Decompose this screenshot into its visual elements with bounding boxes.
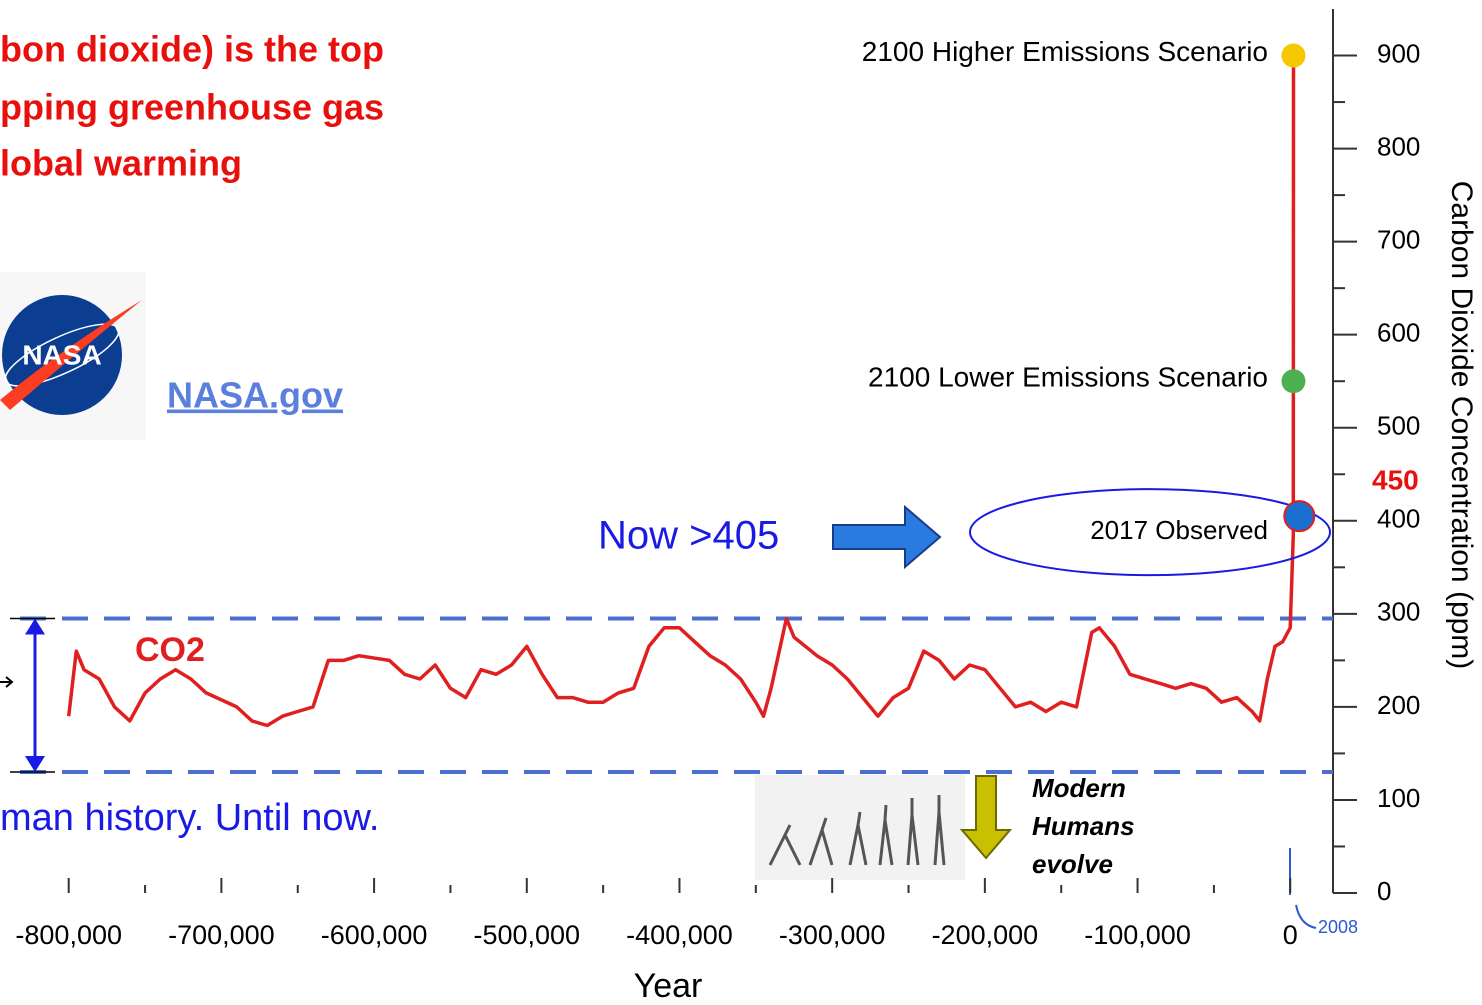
title-line: lobal warming bbox=[0, 143, 242, 184]
x-tick-label: 0 bbox=[1283, 920, 1298, 950]
x-axis-title: Year bbox=[634, 967, 703, 1005]
year-marker-line bbox=[1289, 848, 1317, 929]
caption: man history. Until now. bbox=[0, 797, 379, 839]
range-arrow-head bbox=[25, 618, 45, 773]
y-tick-label: 300 bbox=[1377, 597, 1420, 627]
x-tick-label: -400,000 bbox=[626, 920, 733, 950]
y-tick-label: 100 bbox=[1377, 783, 1420, 813]
nasa-logo: NASA bbox=[0, 272, 146, 440]
series-label: CO2 bbox=[135, 631, 205, 669]
y-tick-label: 400 bbox=[1377, 504, 1420, 534]
y-tick-label: 700 bbox=[1377, 225, 1420, 255]
x-tick-label: -800,000 bbox=[15, 920, 122, 950]
link[interactable]: NASA.gov bbox=[167, 375, 343, 416]
annotation: Modern bbox=[1032, 773, 1126, 803]
now-label: Now >405 bbox=[598, 514, 779, 558]
x-tick-label: -700,000 bbox=[168, 920, 275, 950]
y-tick-label: 800 bbox=[1377, 131, 1420, 161]
y-axis-title: Carbon Dioxide Concentration (ppm) bbox=[1445, 181, 1478, 670]
point-label: 2017 Observed bbox=[1090, 515, 1268, 545]
scenario-point bbox=[1283, 500, 1316, 533]
y-tick-label: 900 bbox=[1377, 38, 1420, 68]
range-bracket bbox=[10, 617, 55, 773]
y-tick-label: 200 bbox=[1377, 690, 1420, 720]
highlight-ellipse bbox=[969, 488, 1331, 577]
now-arrow bbox=[832, 504, 942, 570]
title-line: pping greenhouse gas bbox=[0, 87, 384, 128]
y-tick-label: 0 bbox=[1377, 876, 1391, 906]
threshold-label: 450 bbox=[1372, 464, 1419, 495]
data-line bbox=[66, 55, 1296, 728]
y-tick-label: 500 bbox=[1377, 411, 1420, 441]
evolution-image bbox=[755, 775, 965, 880]
title-line: bon dioxide) is the top bbox=[0, 29, 384, 70]
logo-text: NASA bbox=[22, 339, 101, 370]
point-label: 2100 Lower Emissions Scenario bbox=[868, 362, 1268, 393]
x-tick-label: -600,000 bbox=[321, 920, 428, 950]
x-tick-label: -100,000 bbox=[1084, 920, 1191, 950]
humans-arrow bbox=[959, 775, 1013, 860]
arrow-fragment bbox=[5, 676, 14, 688]
scenario-point bbox=[1281, 43, 1306, 68]
year-marker: 2008 bbox=[1318, 917, 1358, 937]
x-tick-label: -200,000 bbox=[932, 920, 1039, 950]
point-label: 2100 Higher Emissions Scenario bbox=[862, 36, 1268, 67]
x-tick-label: -300,000 bbox=[779, 920, 886, 950]
annotation: evolve bbox=[1032, 849, 1113, 879]
annotation: Humans bbox=[1032, 811, 1135, 841]
scenario-point bbox=[1281, 369, 1306, 394]
y-tick-label: 600 bbox=[1377, 318, 1420, 348]
x-tick-label: -500,000 bbox=[473, 920, 580, 950]
